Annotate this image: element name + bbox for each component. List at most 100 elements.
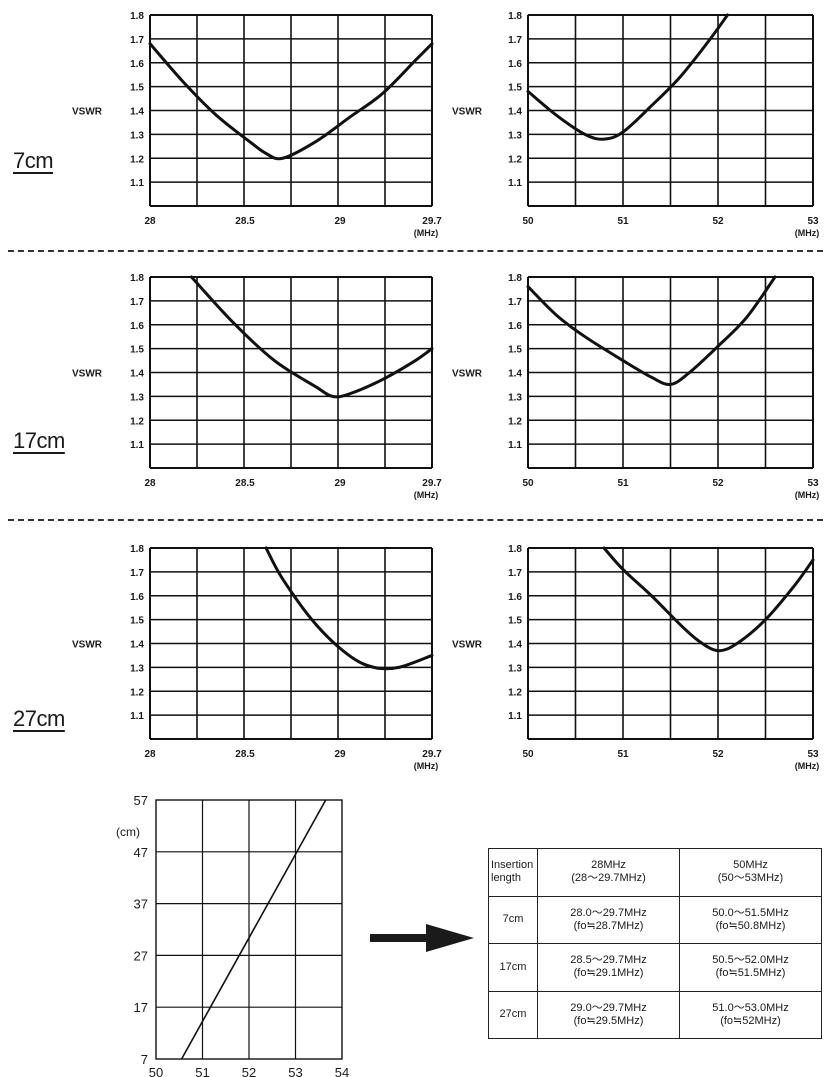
- vswr-curve: [148, 42, 434, 161]
- vswr-chart: [526, 275, 814, 469]
- x-tick-label: 28.5: [235, 216, 255, 227]
- x-axis-unit-label: (MHz): [414, 761, 439, 771]
- table-header-cell: Insertion length: [488, 848, 538, 897]
- y-tick-label: 1.5: [508, 616, 522, 627]
- y-tick-label: 1.6: [508, 59, 522, 70]
- y-tick-label: 1.6: [130, 321, 144, 332]
- y-tick-label: 1.4: [130, 107, 144, 118]
- x-axis-unit-label: (MHz): [795, 490, 820, 500]
- x-tick-label: 53: [807, 216, 819, 227]
- y-tick-label: 1.8: [130, 273, 144, 284]
- vswr-curve: [526, 275, 777, 387]
- y-tick-label: 1.1: [508, 178, 522, 189]
- vswr-chart: [149, 275, 434, 469]
- y-tick-label: 1.3: [508, 392, 522, 403]
- section-label-17cm: 17cm: [13, 428, 65, 453]
- x-tick-label: 53: [807, 478, 819, 489]
- x-tick-label: 28: [144, 749, 156, 760]
- vswr-curve: [264, 546, 434, 671]
- y-tick-label: 1.7: [508, 297, 522, 308]
- x-tick-label: 28.5: [235, 478, 255, 489]
- x-tick-label: 50: [522, 478, 534, 489]
- y-tick-label: 1.7: [508, 568, 522, 579]
- y-axis-label: VSWR: [452, 369, 483, 380]
- vswr-curve: [526, 13, 729, 141]
- vswr-chart: [527, 546, 815, 740]
- vswr-chart: [148, 14, 434, 207]
- y-tick-label: 1.7: [508, 35, 522, 46]
- y-tick-label: 1.5: [508, 345, 522, 356]
- y-tick-label: 1.6: [130, 59, 144, 70]
- y-tick-label: 1.1: [130, 711, 144, 722]
- y-tick-label: 1.1: [130, 440, 144, 451]
- x-axis-unit-label: (MHz): [795, 228, 820, 238]
- y-tick-label: 1.2: [130, 687, 144, 698]
- x-tick-label: 28: [144, 478, 156, 489]
- y-tick-label: 1.4: [130, 369, 144, 380]
- y-tick-label: 47: [134, 845, 148, 860]
- x-tick-label: 29.7: [422, 478, 442, 489]
- x-tick-label: 29: [334, 749, 346, 760]
- vswr-chart: [526, 13, 814, 207]
- x-tick-label: 50: [522, 749, 534, 760]
- y-tick-label: 1.5: [130, 83, 144, 94]
- section-label-27cm: 27cm: [13, 706, 65, 731]
- vswr-curve: [602, 546, 815, 653]
- y-tick-label: 1.5: [508, 83, 522, 94]
- table-cell: 28.5～29.7MHz (fo≒29.1MHz): [537, 943, 680, 992]
- y-tick-label: 1.7: [130, 297, 144, 308]
- y-tick-label: 7: [141, 1052, 148, 1067]
- x-tick-label: 29: [334, 478, 346, 489]
- y-tick-label: 1.2: [130, 416, 144, 427]
- y-tick-label: 1.3: [130, 663, 144, 674]
- y-tick-label: 1.7: [130, 35, 144, 46]
- y-tick-label: 1.5: [130, 345, 144, 356]
- y-tick-label: 1.4: [130, 640, 144, 651]
- y-tick-label: 1.8: [508, 11, 522, 22]
- table-cell: 27cm: [488, 990, 538, 1039]
- y-tick-label: 1.2: [130, 154, 144, 165]
- y-tick-label: 17: [134, 1000, 148, 1015]
- y-tick-label: 1.4: [508, 107, 522, 118]
- y-tick-label: 1.1: [508, 711, 522, 722]
- y-tick-label: 1.5: [130, 616, 144, 627]
- y-tick-label: 1.3: [508, 130, 522, 141]
- insertion-length-table: Insertion length 28MHz (28～29.7MHz) 50MH…: [488, 848, 822, 1039]
- table-cell: 29.0～29.7MHz (fo≒29.5MHz): [537, 990, 680, 1039]
- table-cell: 51.0～53.0MHz (fo≒52MHz): [679, 990, 822, 1039]
- y-tick-label: 1.2: [508, 687, 522, 698]
- table-cell: 50.0～51.5MHz (fo≒50.8MHz): [679, 895, 822, 944]
- x-tick-label: 52: [712, 749, 724, 760]
- y-axis-label: VSWR: [72, 107, 103, 118]
- y-axis-label: VSWR: [452, 640, 483, 651]
- y-tick-label: 1.2: [508, 154, 522, 165]
- x-tick-label: 51: [195, 1065, 209, 1077]
- y-tick-label: 1.1: [130, 178, 144, 189]
- y-tick-label: 1.6: [130, 592, 144, 603]
- y-tick-label: 1.8: [130, 11, 144, 22]
- x-tick-label: 54: [335, 1065, 349, 1077]
- table-cell: 28.0～29.7MHz (fo≒28.7MHz): [537, 895, 680, 944]
- x-tick-label: 50: [149, 1065, 163, 1077]
- y-tick-label: 1.6: [508, 592, 522, 603]
- x-tick-label: 52: [242, 1065, 256, 1077]
- y-tick-label: 1.3: [130, 130, 144, 141]
- y-tick-label: 1.8: [508, 273, 522, 284]
- x-axis-unit-label: (MHz): [414, 228, 439, 238]
- y-tick-label: 1.7: [130, 568, 144, 579]
- table-cell: 17cm: [488, 943, 538, 992]
- x-axis-unit-label: (MHz): [414, 490, 439, 500]
- x-tick-label: 29: [334, 216, 346, 227]
- section-divider: [8, 250, 823, 252]
- vswr-chart: [149, 546, 434, 740]
- x-tick-label: 28.5: [235, 749, 255, 760]
- x-tick-label: 52: [712, 478, 724, 489]
- x-tick-label: 52: [712, 216, 724, 227]
- y-tick-label: 37: [134, 897, 148, 912]
- table-header-cell: 28MHz (28～29.7MHz): [537, 848, 680, 897]
- y-tick-label: 1.4: [508, 369, 522, 380]
- vswr-curve: [189, 275, 434, 399]
- y-axis-label: (cm): [116, 825, 140, 839]
- y-axis-label: VSWR: [72, 369, 103, 380]
